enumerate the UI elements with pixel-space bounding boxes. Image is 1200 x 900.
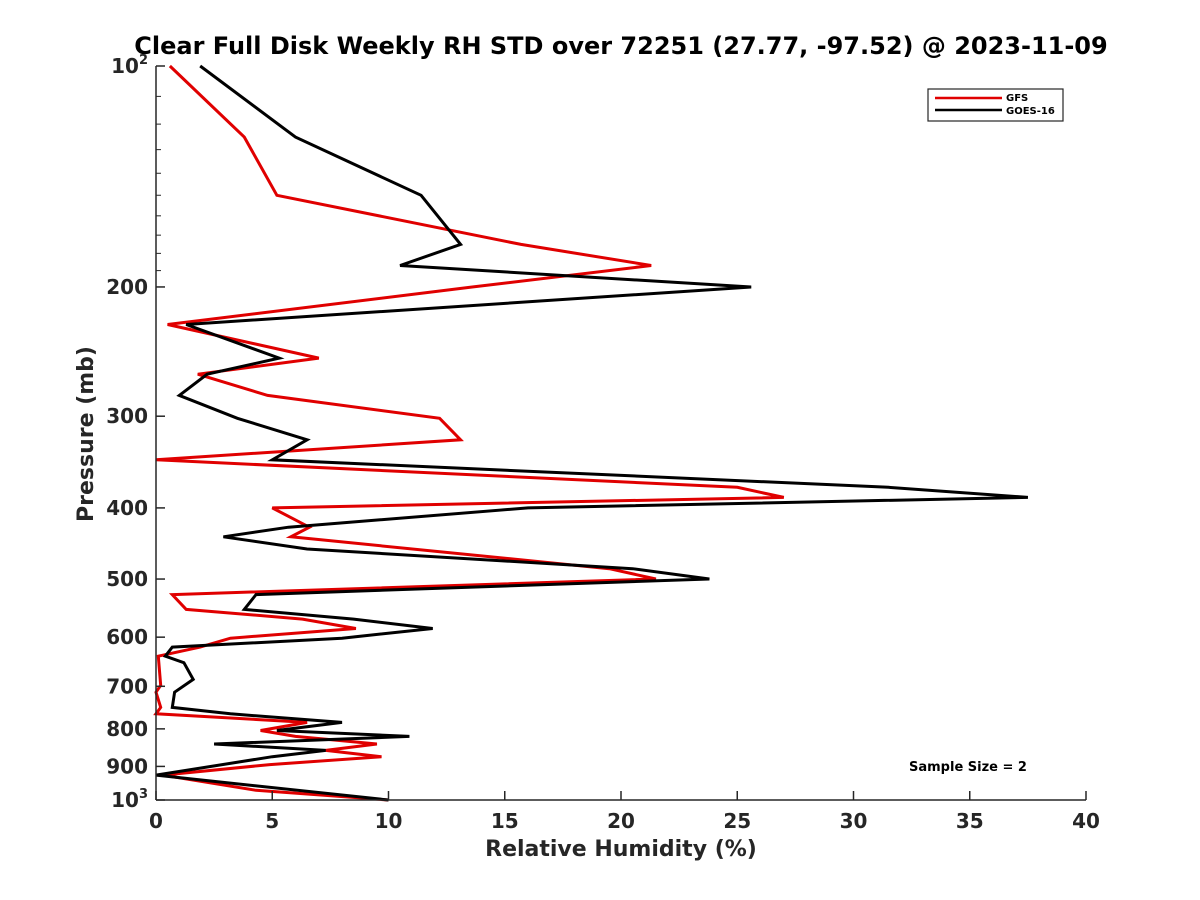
x-tick-label: 15 xyxy=(491,809,519,833)
x-tick-label: 0 xyxy=(149,809,163,833)
series-line-goes16 xyxy=(155,64,1029,802)
sample-size-annotation: Sample Size = 2 xyxy=(909,760,1027,775)
chart-title: Clear Full Disk Weekly RH STD over 72251… xyxy=(134,32,1107,60)
legend-label-goes16: GOES-16 xyxy=(1006,106,1055,117)
y-tick-label: 900 xyxy=(106,754,148,778)
y-tick-label: 102 xyxy=(111,53,148,78)
x-tick-label: 10 xyxy=(375,809,403,833)
plot-lines xyxy=(153,64,1029,802)
y-tick-label: 600 xyxy=(106,625,148,649)
x-tick-label: 35 xyxy=(956,809,984,833)
x-axis-label: Relative Humidity (%) xyxy=(485,837,757,862)
y-axis-label: Pressure (mb) xyxy=(74,346,99,522)
y-tick-label: 500 xyxy=(106,567,148,591)
legend: GFS GOES-16 xyxy=(927,88,1064,122)
y-tick-label: 300 xyxy=(106,404,148,428)
x-tick-label: 20 xyxy=(607,809,635,833)
x-tick-label: 40 xyxy=(1072,809,1100,833)
legend-label-gfs: GFS xyxy=(1006,93,1028,104)
tick-marks: 0 5 10 15 20 25 30 35 40 102 200 300 400 500 600 700 800… xyxy=(106,53,1100,833)
y-tick-label: 700 xyxy=(106,674,148,698)
x-tick-label: 30 xyxy=(840,809,868,833)
y-tick-label: 103 xyxy=(111,787,148,812)
y-tick-label: 400 xyxy=(106,496,148,520)
y-tick-label: 800 xyxy=(106,717,148,741)
x-tick-label: 25 xyxy=(723,809,751,833)
x-tick-label: 5 xyxy=(265,809,279,833)
legend-box xyxy=(927,88,1064,122)
y-tick-label: 200 xyxy=(106,275,148,299)
